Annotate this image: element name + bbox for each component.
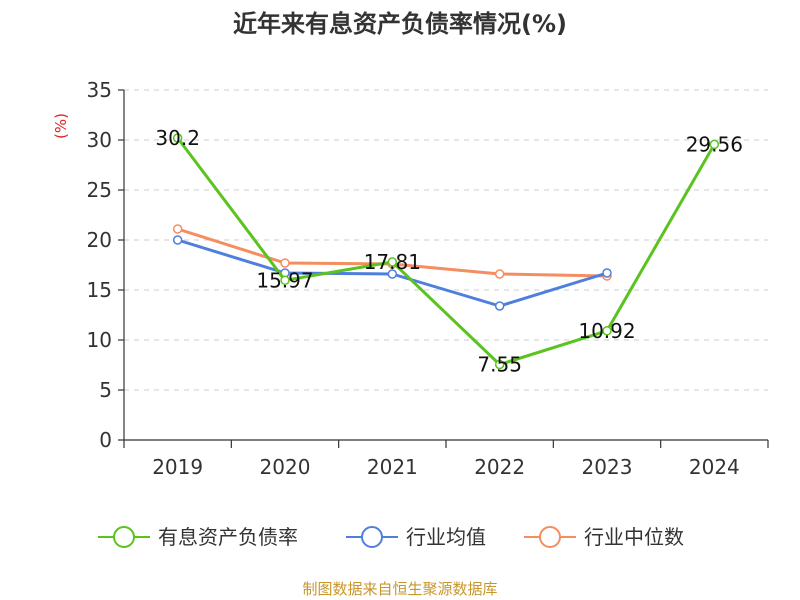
series-layer xyxy=(172,133,720,370)
legend: 有息资产负债率 行业均值 行业中位数 xyxy=(98,525,684,549)
data-label: 7.55 xyxy=(477,353,522,377)
x-tick-label: 2023 xyxy=(582,455,633,479)
source-note: 制图数据来自恒生聚源数据库 xyxy=(302,580,497,598)
y-tick-label: 0 xyxy=(99,428,112,452)
x-tick-label: 2021 xyxy=(367,455,418,479)
data-point xyxy=(494,269,505,279)
legend-marker xyxy=(113,526,135,548)
data-point xyxy=(387,269,398,279)
legend-item: 有息资产负债率 xyxy=(98,525,298,549)
y-axis-label: (%) xyxy=(52,113,70,139)
grid-lines xyxy=(124,89,768,391)
legend-item: 行业中位数 xyxy=(524,525,684,549)
axes: 0 5 10 15 20 25 30 35 2019 2020 2021 2022 2023 2024 xyxy=(87,78,769,479)
data-labels: 30.2 15.97 17.81 7.55 10.92 29.56 xyxy=(155,126,743,377)
data-label: 15.97 xyxy=(256,268,313,292)
data-point xyxy=(172,133,183,143)
y-tick-label: 15 xyxy=(87,278,112,302)
legend-label: 行业中位数 xyxy=(584,525,684,549)
series-line xyxy=(176,137,716,366)
series-0 xyxy=(172,133,720,370)
y-tick-label: 20 xyxy=(87,228,112,252)
legend-marker xyxy=(539,526,561,548)
data-label: 17.81 xyxy=(364,250,421,274)
y-tick-label: 5 xyxy=(99,378,112,402)
data-point xyxy=(709,139,720,150)
data-point xyxy=(172,224,183,234)
x-tick-label: 2022 xyxy=(474,455,525,479)
y-tick-label: 30 xyxy=(87,128,112,152)
data-point xyxy=(602,268,612,278)
y-tick-label: 35 xyxy=(87,78,112,102)
data-point xyxy=(280,258,290,268)
legend-label: 行业均值 xyxy=(406,525,486,549)
chart-title: 近年来有息资产负债率情况(%) xyxy=(233,10,567,38)
data-label: 29.56 xyxy=(686,132,743,156)
x-tick-label: 2019 xyxy=(152,455,203,479)
data-point xyxy=(494,359,505,370)
data-label: 30.2 xyxy=(155,126,200,150)
y-tick-label: 25 xyxy=(87,178,112,202)
y-tick-label: 10 xyxy=(87,328,112,352)
x-tick-label: 2024 xyxy=(689,455,740,479)
data-label: 10.92 xyxy=(578,319,635,343)
data-point xyxy=(602,326,612,336)
data-point xyxy=(172,235,183,245)
data-point xyxy=(280,275,290,286)
legend-marker xyxy=(361,526,383,548)
legend-item: 行业均值 xyxy=(346,525,486,549)
series-1 xyxy=(172,235,612,311)
data-point xyxy=(494,301,505,311)
x-tick-label: 2020 xyxy=(260,455,311,479)
data-point xyxy=(387,257,398,267)
legend-label: 有息资产负债率 xyxy=(158,525,298,549)
